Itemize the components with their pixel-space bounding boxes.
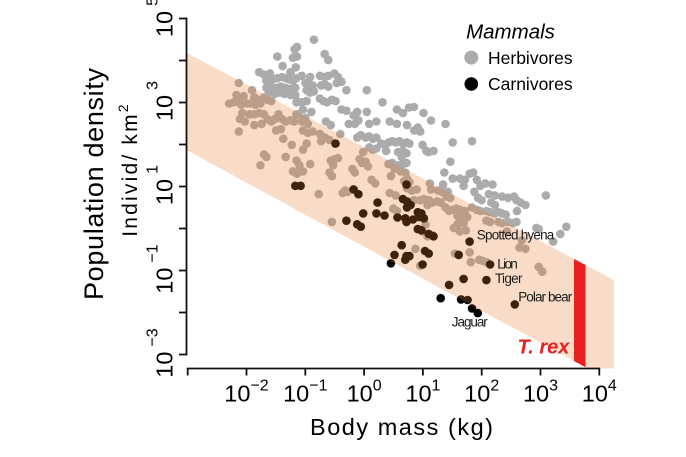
svg-text:Population density: Population density [79, 68, 109, 301]
svg-text:Individ/ km2: Individ/ km2 [115, 102, 142, 237]
svg-text:104: 104 [582, 378, 617, 407]
svg-text:Spotted hyena: Spotted hyena [477, 227, 555, 242]
svg-text:Tiger: Tiger [495, 271, 523, 286]
svg-text:Jaguar: Jaguar [452, 315, 489, 330]
svg-text:Herbivores: Herbivores [488, 48, 573, 68]
svg-text:Body mass (kg): Body mass (kg) [310, 414, 493, 440]
svg-text:T. rex: T. rex [518, 337, 571, 359]
svg-text:Carnivores: Carnivores [488, 74, 573, 94]
svg-text:Mammals: Mammals [466, 21, 555, 44]
svg-text:Lion: Lion [497, 257, 518, 272]
svg-text:Polar bear: Polar bear [518, 290, 573, 305]
